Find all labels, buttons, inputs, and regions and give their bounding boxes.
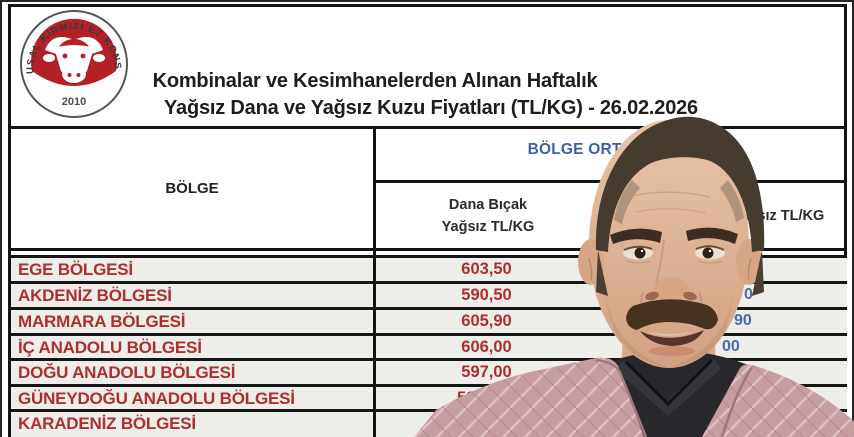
person-head — [578, 116, 765, 368]
dana-price: 606,00 — [461, 338, 512, 356]
table-title-line1: Kombinalar ve Kesimhanelerden Alınan Haf… — [152, 70, 598, 92]
person-eyebrow-left — [610, 228, 662, 244]
person-hair — [595, 116, 765, 296]
region-name: GÜNEYDOĞU ANADOLU BÖLGESİ — [18, 389, 295, 408]
gridline — [8, 248, 847, 251]
gridline — [8, 126, 847, 129]
region-name: KARADENİZ BÖLGESİ — [18, 414, 196, 433]
column-header-bolge: BÖLGE — [165, 180, 219, 197]
person-mustache — [626, 299, 718, 330]
bull-head-icon — [43, 37, 105, 83]
logo-year: 2010 — [62, 96, 86, 108]
table-title-line2: Yağsız Dana ve Yağsız Kuzu Fiyatları (TL… — [163, 97, 698, 119]
person-mouth — [640, 330, 704, 356]
person-eyes — [623, 245, 725, 264]
region-name: EGE BÖLGESİ — [18, 260, 133, 279]
person-jacket — [414, 357, 854, 437]
dana-price: 605,90 — [461, 312, 512, 330]
region-name: AKDENİZ BÖLGESİ — [18, 286, 172, 305]
kuzu-price-fragment: 00 — [722, 338, 740, 355]
region-name: DOĞU ANADOLU BÖLGESİ — [18, 363, 236, 382]
person-eyebrow-right — [686, 227, 738, 244]
region-name: MARMARA BÖLGESİ — [18, 312, 186, 331]
kuzu-price-fragment: 0 — [744, 286, 753, 303]
dana-price: 603,50 — [461, 260, 512, 278]
ulusal-kirmizi-et-konseyi-logo: ULUSAL KIRMIZI ET KONSEYİ 2010 — [18, 8, 128, 118]
dana-price: 590,50 — [461, 286, 512, 304]
column-header-dana: Dana Bıçak Yağsız TL/KG — [441, 197, 535, 235]
person-photo — [414, 116, 854, 437]
column-divider — [373, 126, 376, 437]
person-nose — [645, 239, 697, 301]
kuzu-price-fragment: 90 — [734, 312, 752, 329]
region-name: İÇ ANADOLU BÖLGESİ — [18, 338, 202, 357]
dana-price: 597,00 — [461, 363, 512, 381]
